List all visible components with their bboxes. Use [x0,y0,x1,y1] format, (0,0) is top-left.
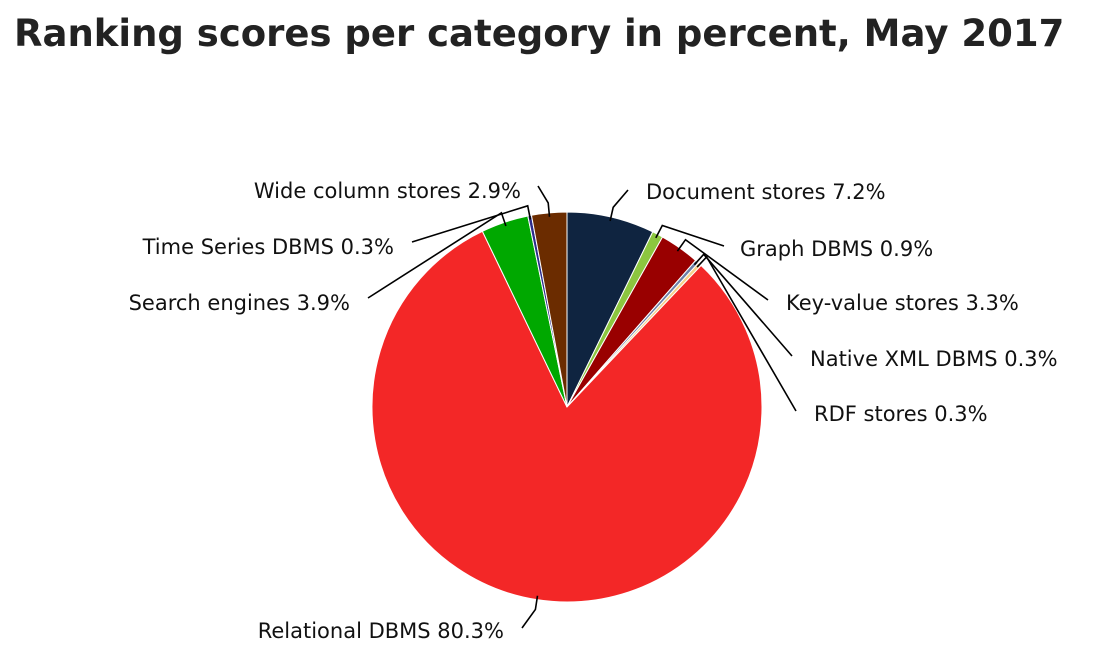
slice-label-time-series-dbms: Time Series DBMS 0.3% [142,235,394,259]
leader-line-wide-column-stores [537,185,551,217]
slice-label-graph-dbms: Graph DBMS 0.9% [740,237,933,261]
leader-line-relational-dbms [521,595,539,629]
slice-label-native-xml-dbms: Native XML DBMS 0.3% [810,347,1058,371]
leader-line-search-engines [367,211,507,299]
slice-label-search-engines: Search engines 3.9% [129,291,350,315]
leader-line-graph-dbms [655,224,725,247]
pie-slices [371,211,763,603]
leader-line-time-series-dbms [411,204,532,243]
leader-lines [367,185,797,629]
slice-label-rdf-stores: RDF stores 0.3% [814,402,988,426]
leader-line-native-xml-dbms [693,253,793,357]
leader-line-key-value-stores [676,238,769,301]
chart-title: Ranking scores per category in percent, … [14,12,1065,55]
leader-line-rdf-stores [696,255,797,412]
slice-label-document-stores: Document stores 7.2% [646,180,886,204]
slice-label-relational-dbms: Relational DBMS 80.3% [258,619,504,643]
leader-line-document-stores [609,189,629,222]
slice-label-key-value-stores: Key-value stores 3.3% [786,291,1019,315]
slice-labels: Document stores 7.2% Graph DBMS 0.9% Key-v… [129,179,1058,643]
slice-label-wide-column-stores: Wide column stores 2.9% [254,179,521,203]
